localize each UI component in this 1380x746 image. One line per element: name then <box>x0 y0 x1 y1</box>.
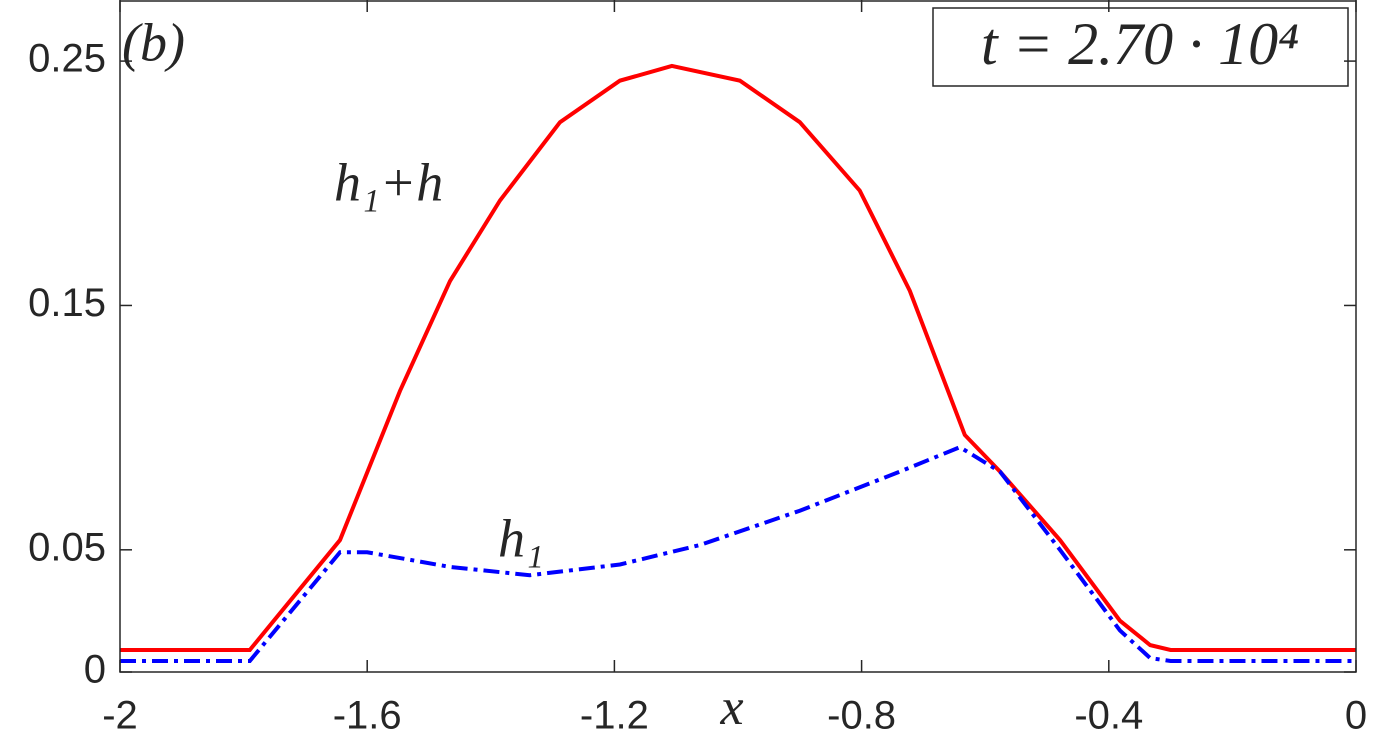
data-line <box>120 444 1356 664</box>
annotation: h₁+h <box>334 152 443 212</box>
y-tick-label: 0 <box>84 648 106 692</box>
annotation: (b) <box>122 12 185 72</box>
annotation: h₁ <box>498 508 544 568</box>
data-line <box>120 63 1356 653</box>
y-tick-label: 0.15 <box>28 281 106 325</box>
y-tick-label: 0.05 <box>28 525 106 569</box>
x-tick-label: -0.4 <box>1074 694 1143 738</box>
x-tick-label: -2 <box>102 694 138 738</box>
x-tick-label: -1.2 <box>580 694 649 738</box>
x-tick-label: -1.6 <box>333 694 402 738</box>
x-axis-label: x <box>719 679 743 736</box>
x-tick-label: 0 <box>1345 694 1367 738</box>
annotation-box <box>932 7 1349 87</box>
annotation: t = 2.70 · 10⁴ <box>981 11 1299 77</box>
x-tick-label: -0.8 <box>827 694 896 738</box>
y-tick-label: 0.25 <box>28 37 106 81</box>
axes-box <box>119 0 1357 673</box>
